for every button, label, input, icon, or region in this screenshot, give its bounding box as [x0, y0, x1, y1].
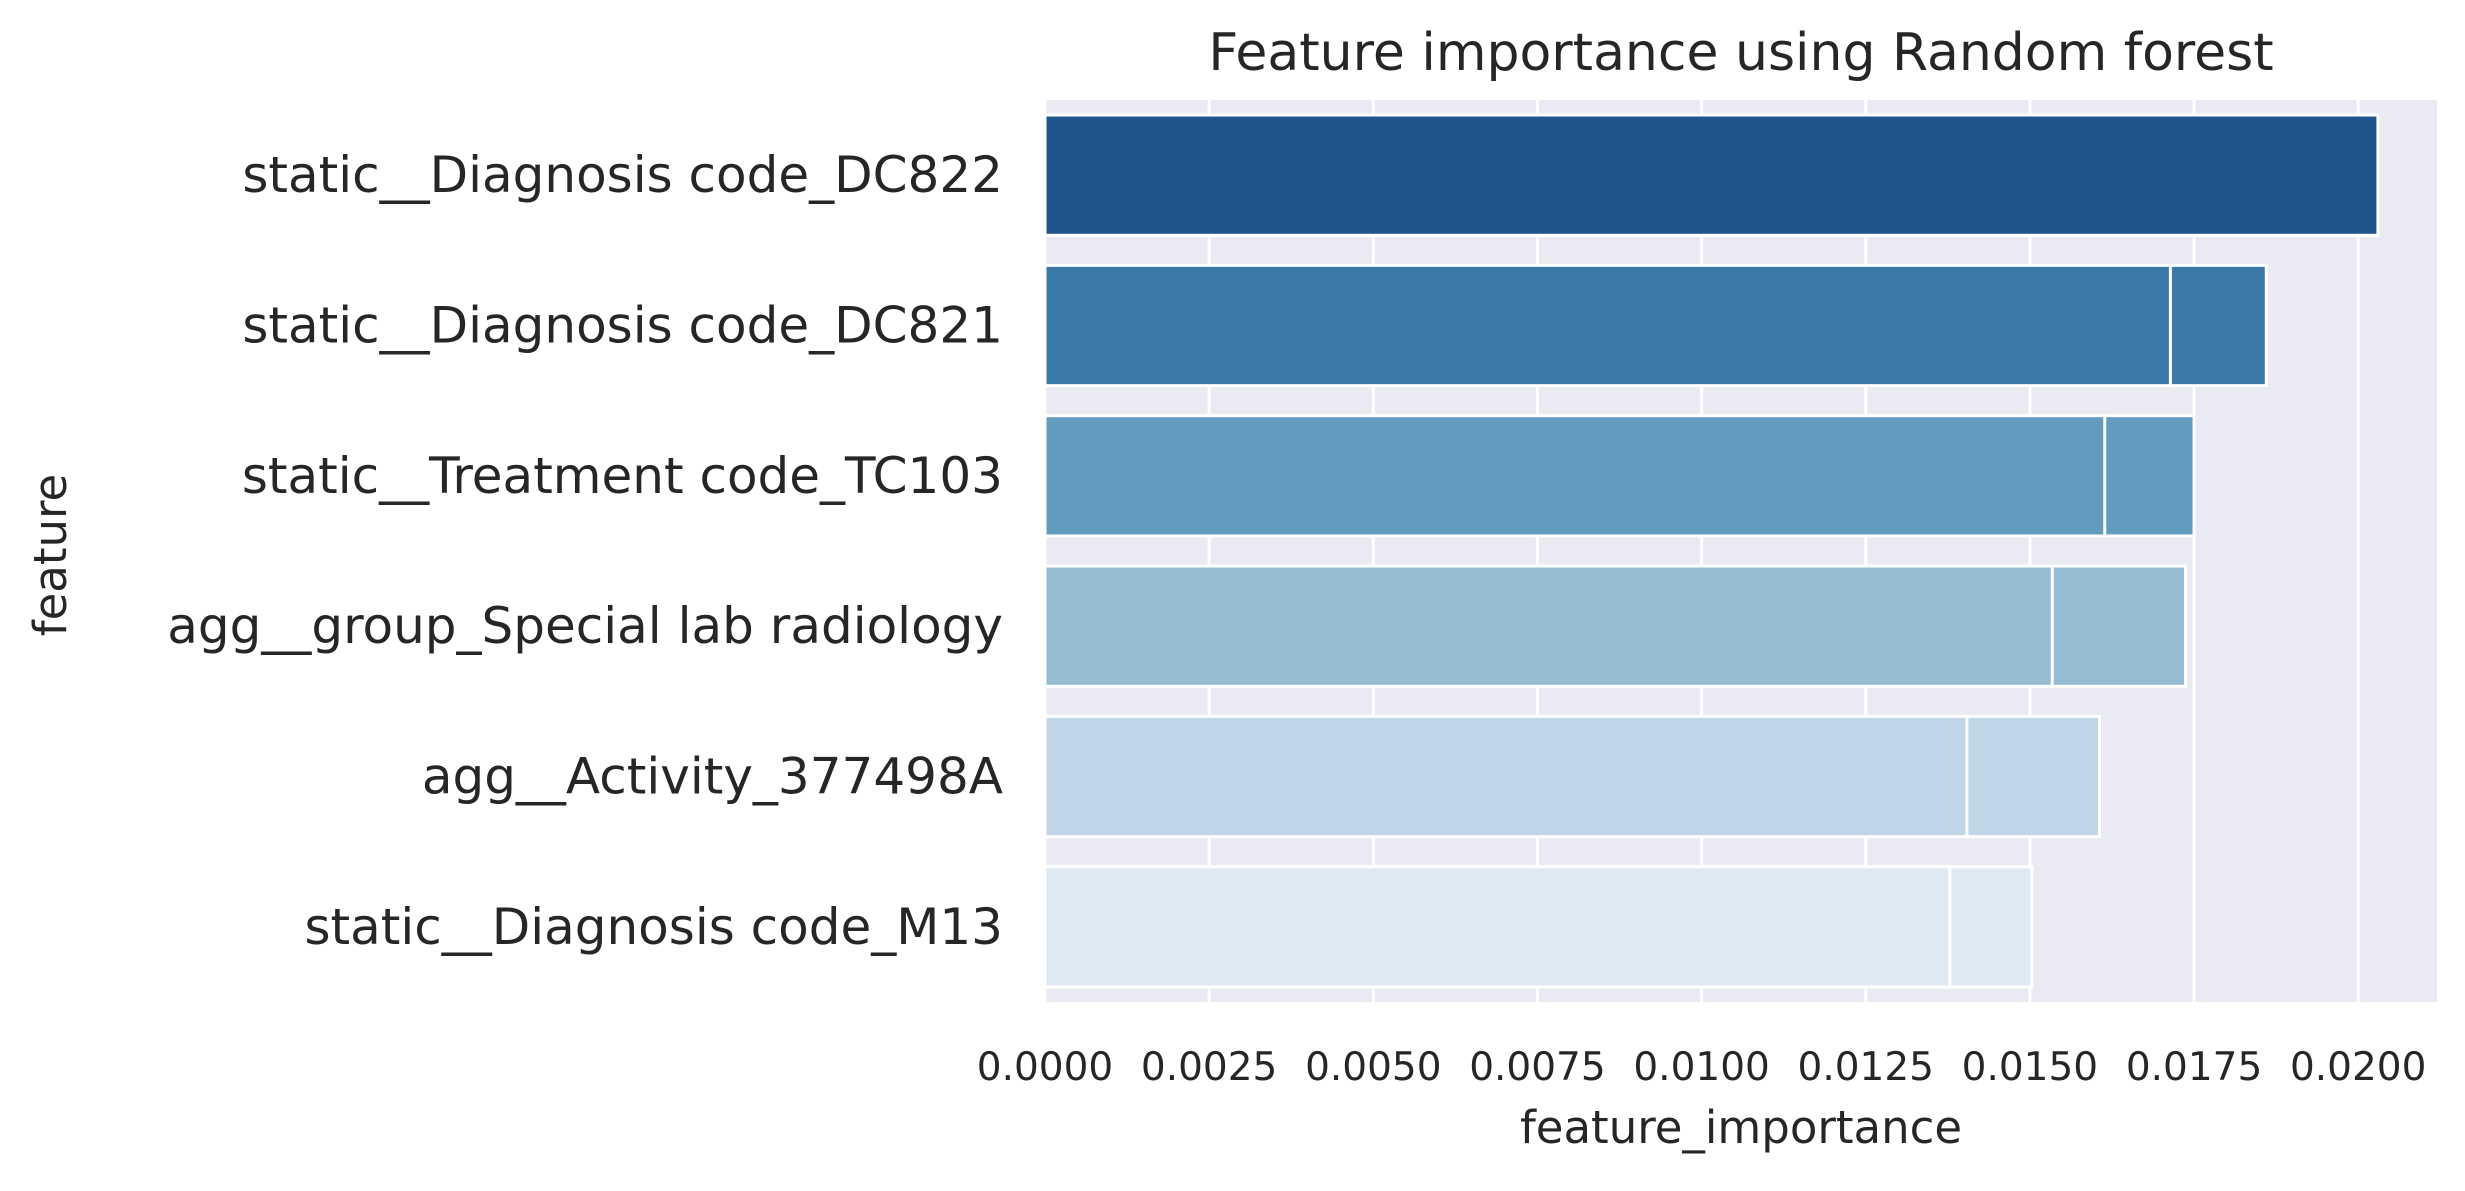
x-tick-label: 0.0175: [2126, 1045, 2262, 1090]
bar: [1043, 414, 2107, 538]
y-tick-label: static__Diagnosis code_DC821: [242, 297, 1003, 355]
x-tick-label: 0.0000: [977, 1045, 1113, 1090]
bar: [1043, 113, 2380, 237]
bar: [1043, 564, 2054, 688]
x-tick-label: 0.0025: [1141, 1045, 1277, 1090]
y-tick-label: agg__Activity_377498A: [422, 748, 1003, 806]
chart-title: Feature importance using Random forest: [1208, 23, 2273, 83]
y-tick-label: agg__group_Special lab radiology: [167, 597, 1003, 655]
x-tick-label: 0.0125: [1798, 1045, 1934, 1090]
bar: [1043, 865, 1952, 989]
x-tick-label: 0.0150: [1962, 1045, 2098, 1090]
x-tick-label: 0.0100: [1633, 1045, 1769, 1090]
x-tick-labels: 0.0000 0.0025 0.0050 0.0075 0.0100 0.0125 0.01…: [977, 1045, 2427, 1090]
x-axis-label: feature_importance: [1520, 1101, 1962, 1154]
x-tick-label: 0.0075: [1469, 1045, 1605, 1090]
x-tick-label: 0.0200: [2290, 1045, 2426, 1090]
y-tick-labels: static__Diagnosis code_DC822 static__Diag…: [167, 146, 1003, 956]
y-tick-label: static__Diagnosis code_DC822: [242, 146, 1003, 204]
bars: [1043, 113, 2380, 989]
y-tick-label: static__Diagnosis code_M13: [304, 898, 1003, 956]
bar: [1043, 263, 2172, 388]
bar: [1043, 714, 1969, 839]
y-tick-label: static__Treatment code_TC103: [242, 447, 1003, 505]
y-axis-label: feature: [24, 474, 77, 636]
plot-background: [1045, 100, 2437, 1002]
gridlines: [1043, 100, 2360, 1002]
x-tick-label: 0.0050: [1305, 1045, 1441, 1090]
